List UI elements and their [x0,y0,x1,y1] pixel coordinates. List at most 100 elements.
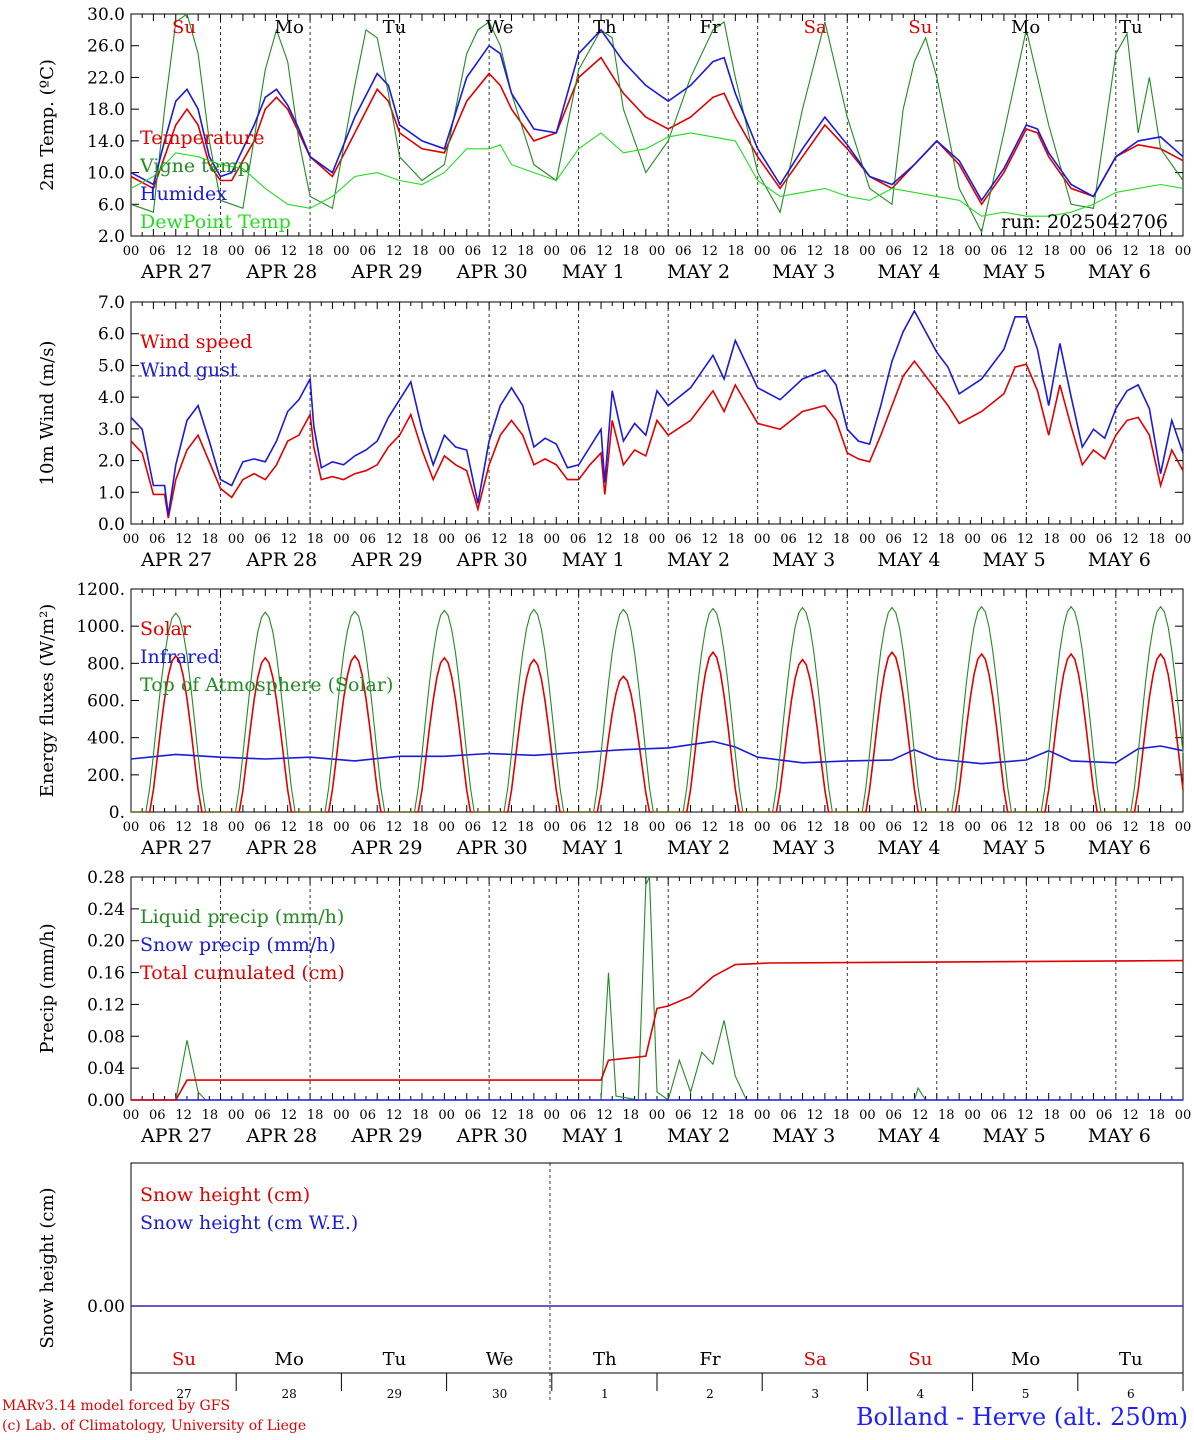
series-line [130,359,1184,519]
hour-tick-label: 18 [412,532,429,547]
hour-tick-label: 06 [254,820,271,835]
hour-tick-label: 18 [307,1108,324,1123]
plot-frame [130,301,1184,525]
y-tick-label: 200. [87,766,125,786]
y-tick-label: 600. [87,692,125,712]
series-line [130,740,1184,765]
hour-tick-label: 06 [465,532,482,547]
hour-tick-label: 06 [1096,244,1113,259]
day-number: 3 [811,1387,819,1400]
y-axis-label: Energy fluxes (W/m²) [37,604,58,798]
series-line [130,13,1184,234]
hour-tick-label: 12 [1122,244,1139,259]
hour-tick-label: 00 [438,532,455,547]
hour-tick-label: 06 [254,532,271,547]
hour-tick-label: 00 [333,532,350,547]
hour-tick-label: 06 [1096,1108,1113,1123]
y-tick-label: 3.0 [98,420,125,440]
hour-tick-label: 00 [859,532,876,547]
hour-tick-label: 00 [964,532,981,547]
weekday-label: We [486,17,514,38]
day-label: APR 29 [350,261,422,283]
panel-2: 00 06 12 18 00 06 12 18 00 06 12 18 00 06 12 18 00 06 12 18… [37,293,1191,571]
y-tick-label: 5.0 [98,356,125,376]
hour-tick-label: 18 [622,244,639,259]
weekday-label: Th [593,1349,617,1370]
hour-tick-label: 06 [359,244,376,259]
day-label: APR 29 [350,837,422,859]
hour-tick-label: 18 [412,1108,429,1123]
hour-tick-label: 12 [807,1108,824,1123]
day-label: APR 30 [456,261,528,283]
model-credit: MARv3.14 model forced by GFS [2,1398,231,1414]
hour-tick-label: 18 [202,244,219,259]
hour-tick-label: 12 [596,532,613,547]
weekday-label: Su [172,17,196,38]
legend-entry: Vigne temp [139,155,250,177]
hour-tick-label: 18 [728,532,745,547]
hour-tick-label: 06 [1096,532,1113,547]
y-tick-label: 0.16 [87,964,125,984]
hour-tick-label: 00 [333,1108,350,1123]
y-axis-label: Precip (mm/h) [37,923,58,1053]
y-tick-label: 1.0 [98,483,125,503]
y-tick-label: 7.0 [98,293,125,313]
legend-entry: Liquid precip (mm/h) [140,906,344,928]
y-tick-label: 6.0 [98,325,125,345]
day-label: MAY 5 [983,837,1046,859]
weekday-label: Su [908,1349,932,1370]
hour-tick-label: 06 [675,1108,692,1123]
hour-tick-label: 12 [1017,1108,1034,1123]
day-number: 30 [492,1387,507,1400]
hour-tick-label: 06 [675,244,692,259]
hour-tick-label: 18 [728,244,745,259]
day-label: MAY 6 [1088,549,1151,571]
hour-tick-label: 18 [622,1108,639,1123]
day-number: 4 [917,1387,925,1400]
y-tick-label: 14.0 [87,132,125,152]
hour-tick-label: 12 [491,244,508,259]
hour-tick-label: 18 [1148,244,1165,259]
hour-tick-label: 18 [1148,1108,1165,1123]
weekday-label: Sa [804,17,827,38]
hour-tick-label: 12 [701,1108,718,1123]
hour-tick-label: 18 [938,244,955,259]
y-axis-label: 2m Temp. (ºC) [37,59,58,191]
hour-tick-label: 00 [228,820,245,835]
hour-tick-label: 12 [912,244,929,259]
y-tick-label: 0.08 [87,1027,125,1047]
weekday-label: Tu [383,17,407,38]
y-tick-label: 0.12 [87,995,125,1015]
y-tick-label: 1200. [76,580,125,600]
weekday-label: Su [908,17,932,38]
legend-entry: Snow height (cm W.E.) [140,1212,358,1234]
hour-tick-label: 18 [202,1108,219,1123]
hour-tick-label: 00 [333,244,350,259]
hour-tick-label: 18 [1043,532,1060,547]
hour-tick-label: 12 [175,1108,192,1123]
legend-entry: Snow precip (mm/h) [140,934,336,956]
day-label: MAY 3 [772,837,835,859]
hour-tick-label: 12 [596,244,613,259]
day-label: APR 27 [140,837,212,859]
panel-1: 00 06 12 18 00 06 12 18 00 06 12 18 00 06 12 18 00 06 12 18… [37,5,1191,283]
day-label: APR 28 [245,261,317,283]
y-axis-label: Snow height (cm) [37,1187,58,1348]
hour-tick-label: 06 [465,820,482,835]
legend-entry: Total cumulated (cm) [140,962,345,984]
hour-tick-label: 00 [754,244,771,259]
y-tick-label: 6.0 [98,195,125,215]
y-tick-label: 0.00 [87,1091,125,1111]
hour-tick-label: 00 [544,244,561,259]
hour-tick-label: 00 [859,1108,876,1123]
series-line [131,959,1184,1101]
lab-credit: (c) Lab. of Climatology, University of L… [2,1418,307,1434]
hour-tick-label: 12 [1017,244,1034,259]
day-label: APR 29 [350,1125,422,1147]
legend-entry: DewPoint Temp [140,211,291,233]
hour-tick-label: 12 [701,244,718,259]
y-tick-label: 22.0 [87,68,125,88]
weekday-label: Tu [1119,1349,1143,1370]
run-annotation: run: 2025042706 [1001,211,1168,233]
hour-tick-label: 12 [175,532,192,547]
